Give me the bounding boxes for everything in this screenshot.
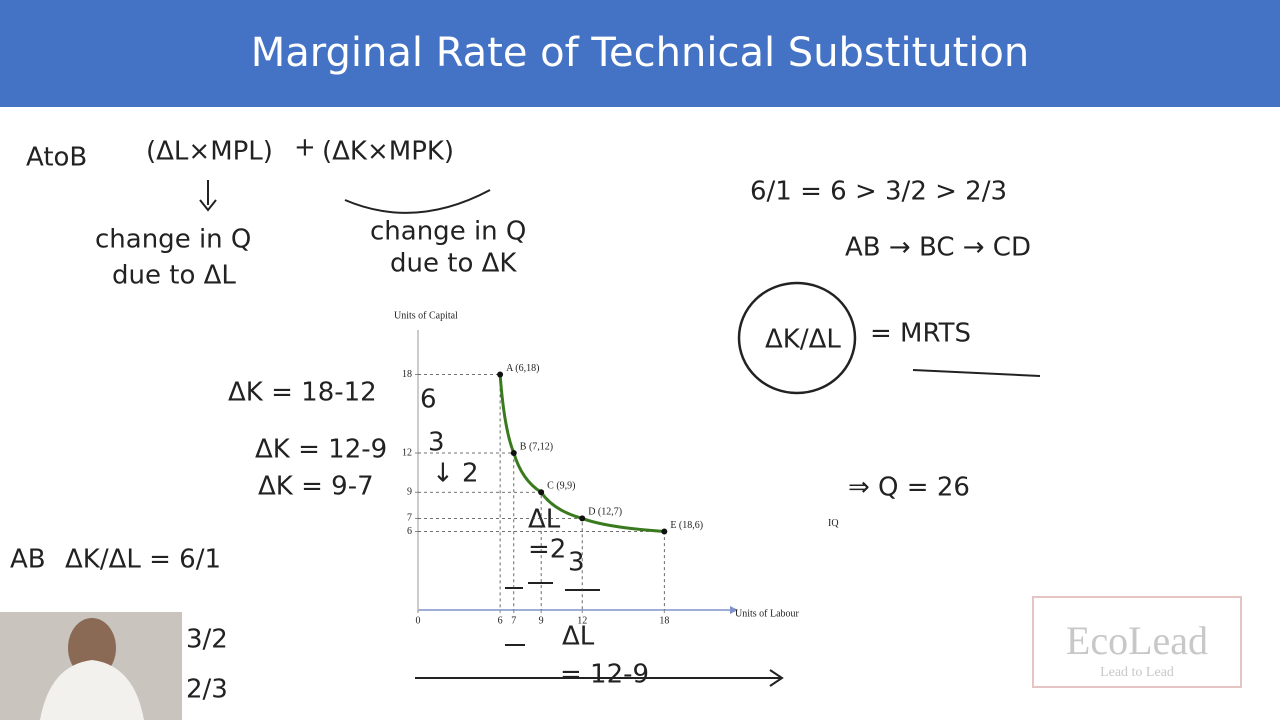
x-tick-label: 12 (577, 615, 587, 626)
x-axis-label: Units of Labour (735, 608, 800, 619)
note: 3 (428, 428, 445, 458)
note: = 12-9 (560, 660, 649, 690)
y-tick-label: 9 (407, 487, 412, 498)
note: =2 (528, 535, 566, 565)
point (497, 371, 504, 378)
note: 3 (568, 548, 585, 578)
note: AB → BC → CD (845, 233, 1031, 263)
logo-box (1032, 596, 1242, 688)
curve-label: IQ (828, 518, 839, 529)
note: due to ΔK (390, 249, 517, 279)
note: 6/1 = 6 > 3/2 > 2/3 (750, 177, 1007, 207)
note: 2/3 (186, 675, 228, 705)
point-label: B (7,12) (520, 441, 553, 452)
x-tick-label: 18 (659, 615, 669, 626)
point-label: D (12,7) (588, 507, 622, 518)
y-tick-label: 12 (402, 447, 412, 458)
note: ΔK = 18-12 (228, 378, 377, 408)
presenter (40, 660, 144, 720)
brace (199, 180, 491, 214)
y-tick-label: 6 (407, 526, 412, 537)
circle (737, 281, 857, 395)
y-axis-label: Units of Capital (394, 310, 458, 321)
x-tick-label: 6 (498, 615, 503, 626)
note: ⇒ Q = 26 (848, 473, 970, 503)
note: (ΔL×MPL) (146, 137, 273, 167)
point-label: C (9,9) (547, 481, 575, 492)
isoquant (498, 374, 665, 533)
point (661, 528, 668, 535)
note: ΔL (562, 622, 595, 652)
note: = MRTS (870, 319, 971, 349)
x-tick-label: 7 (511, 615, 516, 626)
note: + (294, 133, 316, 163)
x-axis-arrow (730, 606, 738, 614)
note: ΔK = 9-7 (258, 472, 374, 502)
logo-tagline: Lead to Lead (1100, 665, 1174, 680)
x-tick-label: 0 (416, 615, 421, 626)
note: AtoB (26, 143, 87, 173)
y-tick-label: 7 (407, 513, 412, 524)
note: ΔL (528, 505, 561, 535)
note: AB (10, 545, 46, 575)
note: ΔK/ΔL (765, 325, 841, 355)
point (510, 449, 517, 456)
logo: EcoLead (1066, 618, 1208, 663)
note: due to ΔL (112, 261, 236, 291)
slide-title: Marginal Rate of Technical Substitution (251, 30, 1029, 76)
note: change in Q (95, 225, 251, 255)
note: (ΔK×MPK) (322, 137, 454, 167)
note: change in Q (370, 217, 526, 247)
note: 3/2 (186, 625, 228, 655)
note: ΔK = 12-9 (255, 435, 387, 465)
note: 6 (420, 385, 437, 415)
point-label: A (6,18) (506, 363, 539, 374)
point (579, 515, 586, 522)
note: ΔK/ΔL = 6/1 (65, 545, 221, 575)
guide-line (418, 491, 542, 610)
underline (912, 369, 1041, 377)
point (538, 489, 545, 496)
y-tick-label: 18 (402, 369, 412, 380)
point-label: E (18,6) (670, 520, 703, 531)
x-tick-label: 9 (539, 615, 544, 626)
guide-line (418, 452, 515, 610)
header-bar (0, 0, 1280, 107)
note: ↓ 2 (432, 459, 479, 489)
